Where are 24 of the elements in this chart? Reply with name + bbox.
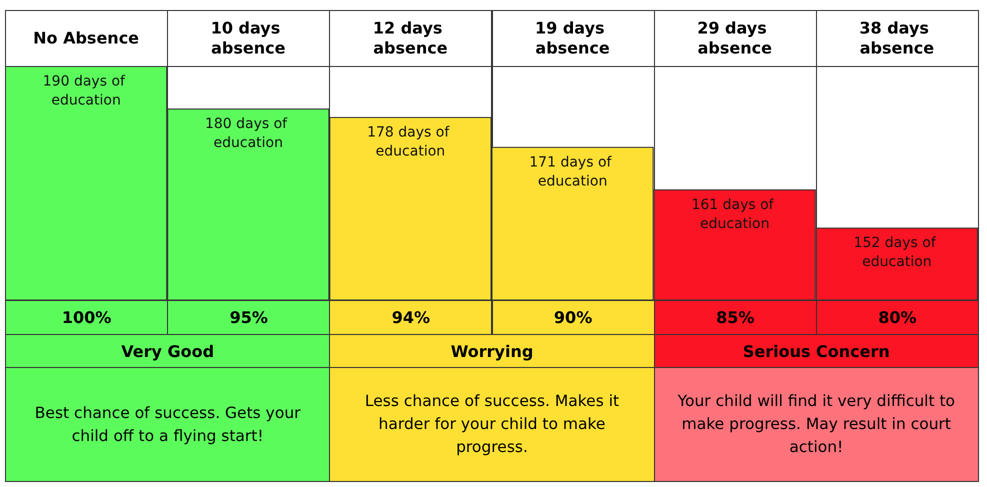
- x-tick-label: 29 days absence: [697, 18, 772, 58]
- text: Your child will find it very difficult to make progress. May result in court action!: [654, 367, 979, 482]
- data-label: 152 days of education: [854, 235, 940, 270]
- text: Serious Concern: [654, 334, 979, 368]
- data-label: 178 days of education: [367, 124, 454, 160]
- x-tick-label: 10 days absence: [210, 18, 286, 58]
- text: 94%: [329, 300, 492, 335]
- text: 85%: [654, 300, 817, 335]
- x-tick-label: 38 days absence: [859, 18, 934, 58]
- data-label: 190 days of education: [42, 74, 130, 108]
- data-label: 180 days of education: [204, 116, 292, 152]
- text: Less chance of success. Makes it harder for your child to make progress.: [329, 367, 655, 482]
- text: 95%: [167, 300, 330, 335]
- x-tick-label: No Absence: [33, 28, 140, 48]
- data-label: 161 days of education: [691, 196, 778, 232]
- x-tick-label: 12 days absence: [372, 18, 448, 58]
- x-tick-label: 19 days absence: [535, 18, 610, 58]
- text: 80%: [816, 300, 979, 335]
- text: 100%: [5, 300, 168, 335]
- text: Best chance of success. Gets your child off to a flying start!: [5, 367, 330, 482]
- text: Worrying: [329, 334, 655, 368]
- data-label: 171 days of education: [529, 154, 616, 190]
- text: 90%: [492, 300, 655, 335]
- text: Very Good: [5, 334, 330, 368]
